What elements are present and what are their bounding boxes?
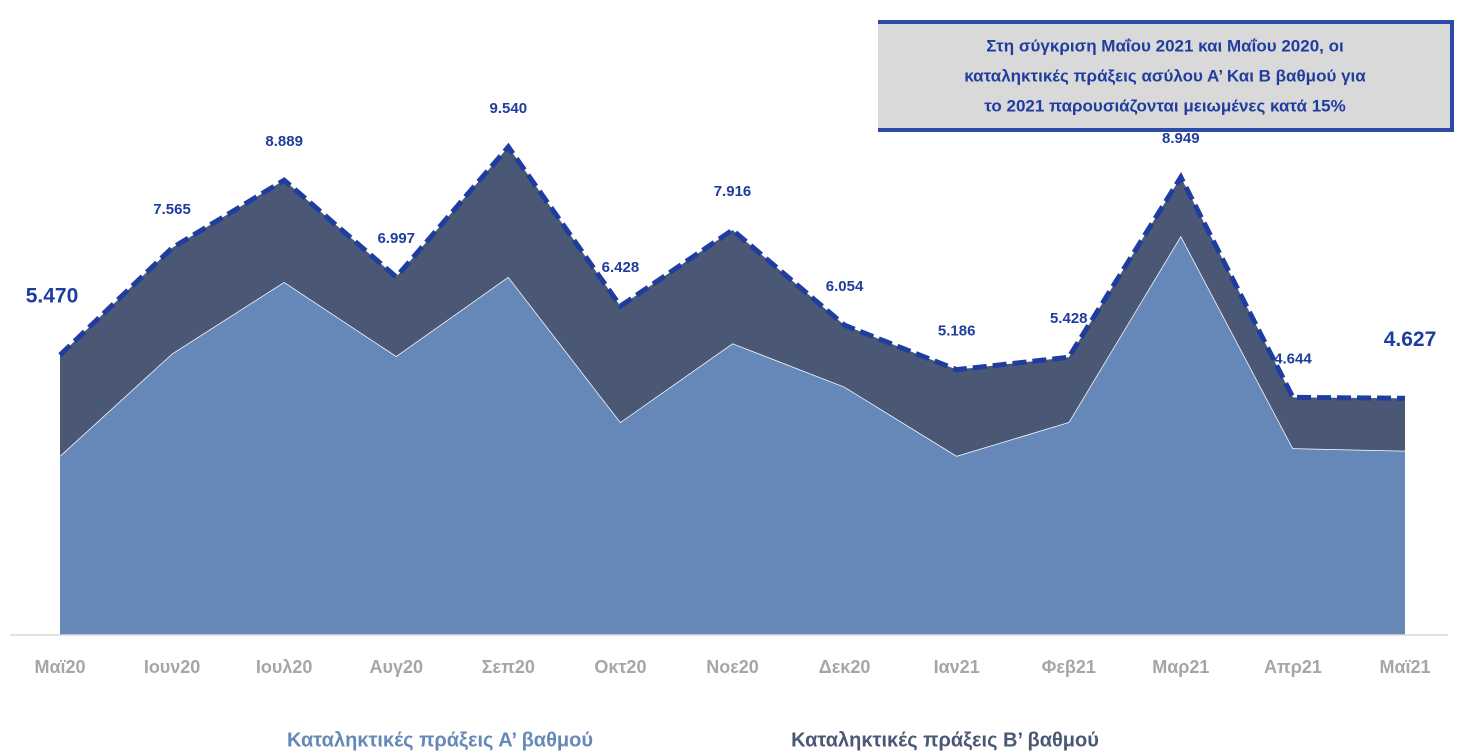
- annotation-border: [878, 20, 1454, 132]
- data-label: 8.889: [265, 133, 303, 150]
- annotation-text: Στη σύγκριση Μαΐου 2021 και Μαΐου 2020, …: [986, 36, 1344, 55]
- area: [60, 146, 1405, 456]
- data-label: 5.428: [1050, 310, 1088, 327]
- x-tick-label: Δεκ20: [819, 657, 871, 677]
- data-label: 5.470: [26, 285, 79, 308]
- x-tick-label: Μαϊ21: [1379, 657, 1430, 677]
- x-tick-label: Φεβ21: [1042, 657, 1096, 677]
- x-tick-label: Απρ21: [1264, 657, 1322, 677]
- legend-entry: Καταληκτικές πράξεις Α’ βαθμού: [287, 729, 593, 751]
- x-tick-label: Ιουλ20: [256, 657, 313, 677]
- annotation-text: το 2021 παρουσιάζονται μειωμένες κατά 15…: [984, 96, 1345, 115]
- data-label: 5.186: [938, 323, 976, 340]
- data-label: 6.054: [826, 278, 864, 295]
- x-tick-label: Σεπ20: [482, 657, 535, 677]
- x-tick-label: Ιουν20: [144, 657, 201, 677]
- legend-entry: Καταληκτικές πράξεις Β’ βαθμού: [791, 729, 1099, 751]
- total-line: [58, 142, 1406, 401]
- data-label: 4.644: [1274, 350, 1312, 367]
- data-label: 4.627: [1384, 328, 1437, 351]
- x-tick-label: Νοε20: [706, 657, 759, 677]
- x-tick-label: Οκτ20: [594, 657, 646, 677]
- data-label: 7.916: [714, 183, 752, 200]
- x-tick-label: Αυγ20: [369, 657, 423, 677]
- data-label: 7.565: [153, 201, 191, 218]
- data-label: 9.540: [490, 100, 528, 117]
- annotation-text: καταληκτικές πράξεις ασύλου Α’ Και Β βαθ…: [964, 66, 1366, 85]
- data-label: 8.949: [1162, 130, 1200, 147]
- data-label: 6.428: [602, 259, 640, 276]
- x-tick-label: Μαρ21: [1152, 657, 1209, 677]
- annotation-box: [878, 22, 1452, 130]
- x-tick-label: Ιαν21: [934, 657, 980, 677]
- data-label: 6.997: [377, 230, 415, 247]
- x-tick-label: Μαϊ20: [34, 657, 85, 677]
- area: [60, 235, 1405, 635]
